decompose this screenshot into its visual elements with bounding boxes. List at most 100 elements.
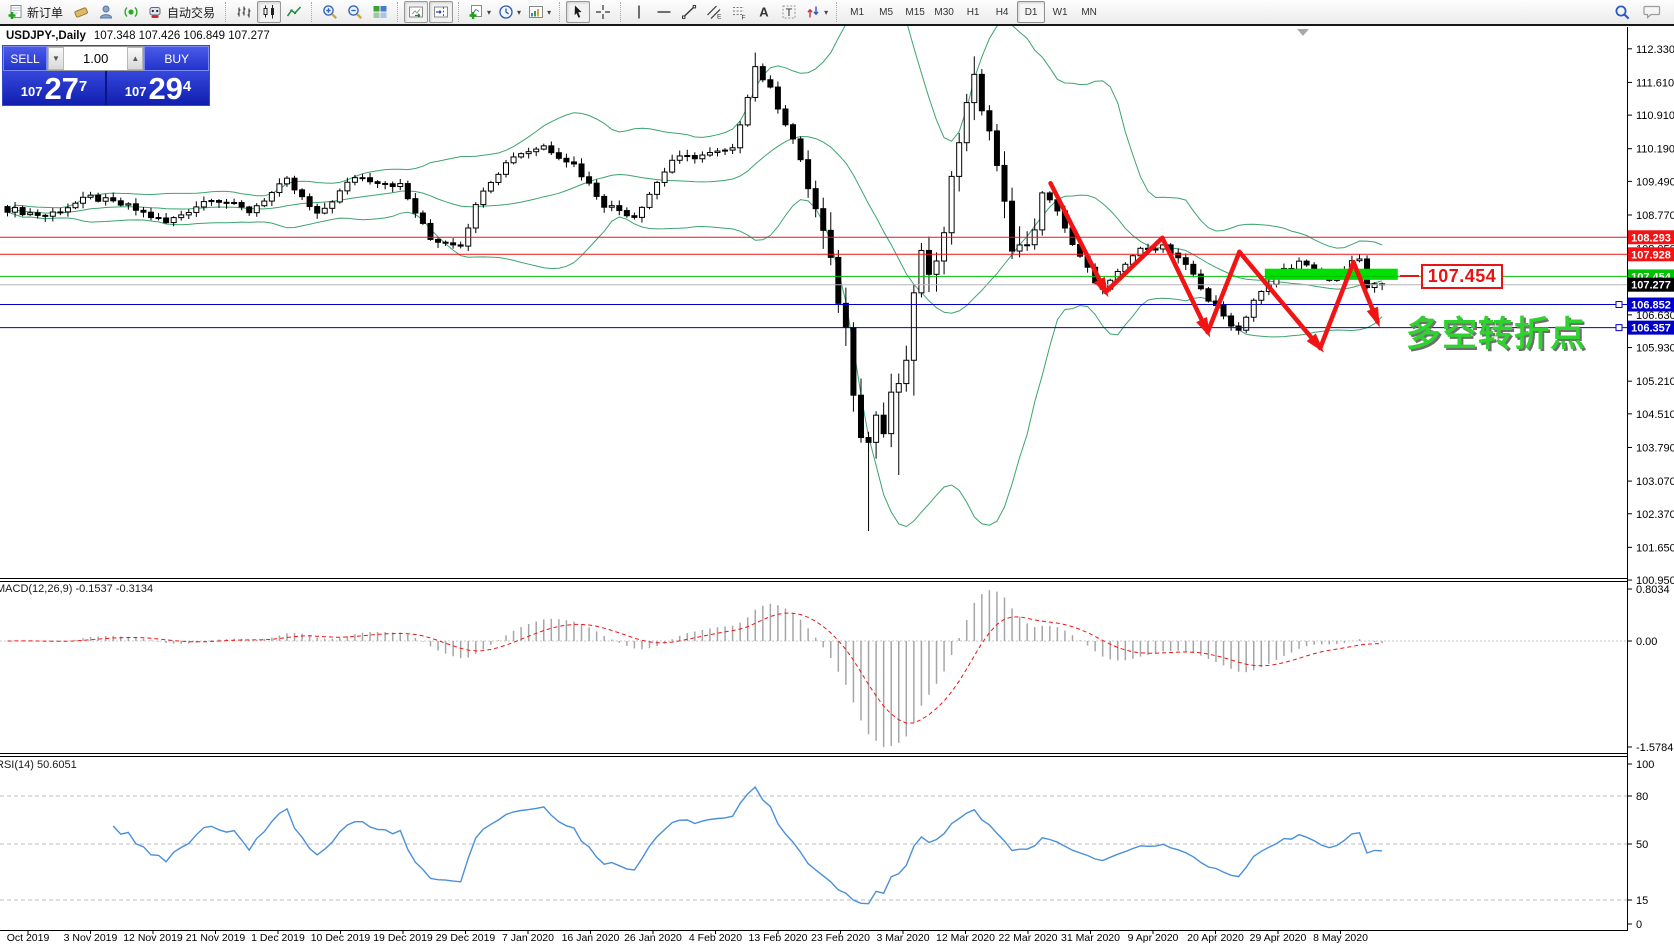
chart-shift-button[interactable]	[429, 1, 454, 23]
crosshair-tool-button[interactable]	[591, 1, 615, 23]
svg-text:101.650: 101.650	[1636, 542, 1674, 554]
indicators-button[interactable]: ▾	[465, 1, 494, 23]
line-handle-marker[interactable]	[1615, 324, 1623, 332]
timeframe-mn-button[interactable]: MN	[1081, 6, 1097, 18]
horizontal-line-icon	[657, 11, 671, 13]
cursor-tool-button[interactable]	[566, 1, 591, 23]
price-axis-tag	[1628, 277, 1674, 292]
vertical-line-icon	[638, 5, 640, 19]
callout-connector-line	[1400, 275, 1419, 277]
candle-body	[450, 242, 457, 246]
timeframe-h4-button[interactable]: H4	[995, 6, 1009, 18]
candle-body	[744, 96, 751, 126]
trendline-tool-button[interactable]	[677, 1, 701, 23]
fibonacci-tool-button[interactable]: F	[727, 1, 751, 23]
highlight-zone-rect[interactable]	[1264, 268, 1398, 280]
price-callout-label[interactable]: 107.454	[1421, 264, 1503, 289]
timeframe-m30-button[interactable]: M30	[934, 6, 954, 18]
arrows-tool-button[interactable]: ▾	[802, 1, 831, 23]
timeframe-w1-button[interactable]: W1	[1052, 6, 1068, 18]
date-tick-label: 7 Jan 2020	[502, 932, 554, 944]
candle-body	[948, 175, 955, 234]
sell-price-display[interactable]: 107 27 7	[3, 71, 105, 105]
candle-body	[533, 148, 540, 153]
arrow-objects-icon	[807, 6, 819, 18]
svg-text:110.190: 110.190	[1636, 144, 1674, 156]
chart-shift-marker-icon[interactable]	[1297, 29, 1309, 36]
text-tool-button[interactable]: A	[752, 1, 776, 23]
buy-button[interactable]: BUY	[144, 46, 209, 71]
eraser-button[interactable]	[69, 1, 93, 23]
date-tick-label: 3 Nov 2019	[64, 932, 118, 944]
candle-body	[752, 66, 759, 98]
profile-button[interactable]	[94, 1, 118, 23]
svg-text:50: 50	[1636, 839, 1648, 851]
date-tick-label: 8 May 2020	[1313, 932, 1368, 944]
candle-body	[200, 201, 207, 208]
zoom-in-button[interactable]	[318, 1, 342, 23]
new-order-button[interactable]: 新订单	[4, 1, 68, 23]
channel-tool-button[interactable]: E	[702, 1, 726, 23]
date-tick-label: 19 Dec 2019	[373, 932, 433, 944]
autotrading-icon	[149, 7, 161, 18]
date-axis[interactable]: Oct 2019 3 Nov 2019 12 Nov 2019 21 Nov 2019…	[7, 930, 1368, 944]
signal-button[interactable]	[119, 1, 143, 23]
timeframe-h1-button[interactable]: H1	[966, 6, 980, 18]
line-handle-marker[interactable]	[1615, 301, 1623, 309]
svg-text:104.510: 104.510	[1636, 409, 1674, 421]
sell-price-sup: 7	[78, 78, 88, 95]
search-button[interactable]	[1610, 1, 1634, 23]
zoom-out-button[interactable]	[343, 1, 367, 23]
sell-button[interactable]: SELL	[3, 46, 47, 71]
periods-button[interactable]: ▾	[495, 1, 524, 23]
autotrading-button[interactable]: 自动交易	[144, 1, 220, 23]
candle-body	[593, 182, 600, 197]
candle-body	[729, 147, 736, 151]
periods-clock-icon	[499, 5, 513, 19]
candlestick-chart-button[interactable]	[257, 1, 282, 23]
svg-text:0.00: 0.00	[1636, 636, 1657, 648]
svg-text:111.610: 111.610	[1636, 77, 1674, 89]
price-axis[interactable]: 112.330 111.610 110.910 110.190 109.490 108.7…	[1627, 44, 1674, 587]
candle-body	[1009, 200, 1016, 252]
bar-chart-button[interactable]	[232, 1, 256, 23]
candle-body	[865, 437, 872, 443]
equidistant-channel-icon: E	[707, 5, 722, 20]
candle-body	[918, 249, 925, 294]
timeframe-m15-button[interactable]: M15	[905, 6, 925, 18]
tile-windows-button[interactable]	[368, 1, 392, 23]
line-chart-button[interactable]	[282, 1, 306, 23]
text-label-icon: T	[782, 5, 796, 19]
candle-body	[1303, 260, 1310, 266]
candle-body	[586, 176, 593, 184]
macd-pane: 0.8034 0.00 -1.5784	[0, 582, 1673, 754]
candle-body	[737, 124, 744, 149]
candle-body	[850, 327, 857, 396]
chat-button[interactable]	[1640, 1, 1664, 23]
buy-price-display[interactable]: 107 29 4	[105, 71, 209, 105]
date-tick-label: 9 Apr 2020	[1128, 932, 1179, 944]
zigzag-annotation[interactable]	[1048, 181, 1380, 353]
timeframe-d1-button[interactable]: D1	[1017, 1, 1046, 23]
candle-body	[19, 207, 26, 216]
timeframe-m5-button[interactable]: M5	[879, 6, 894, 18]
volume-value[interactable]: 1.00	[83, 51, 109, 66]
candle-body	[457, 244, 464, 247]
text-label-tool-button[interactable]: T	[777, 1, 801, 23]
auto-scroll-button[interactable]	[404, 1, 429, 23]
vertical-line-tool-button[interactable]	[627, 1, 651, 23]
volume-decrease-button[interactable]: ▼	[48, 47, 64, 70]
date-tick-label: 29 Dec 2019	[436, 932, 496, 944]
timeframe-m1-button[interactable]: M1	[850, 6, 865, 18]
svg-text:80: 80	[1636, 791, 1648, 803]
horizontal-line-tool-button[interactable]	[652, 1, 676, 23]
trend-annotation-text[interactable]: 多空转折点	[1406, 315, 1587, 354]
candle-body	[971, 73, 978, 104]
candle-body	[1356, 258, 1363, 262]
templates-button[interactable]: ▾	[525, 1, 554, 23]
date-tick-label: 26 Jan 2020	[624, 932, 682, 944]
crosshair-icon	[596, 5, 611, 19]
tile-windows-icon	[373, 6, 387, 18]
volume-increase-button[interactable]: ▲	[127, 47, 144, 70]
